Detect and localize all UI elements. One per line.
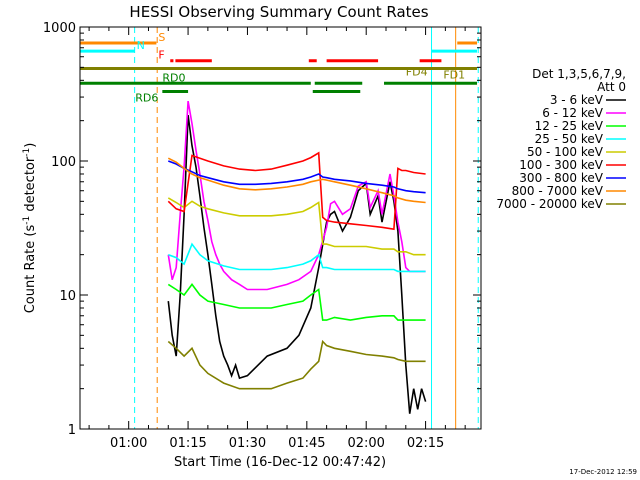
flag-label-rd6: RD6 bbox=[135, 92, 158, 105]
x-tick-label: 01:15 bbox=[169, 436, 206, 451]
y-tick-label: 10 bbox=[59, 289, 76, 304]
legend-label: 12 - 25 keV bbox=[535, 119, 604, 133]
flag-label-n: N bbox=[137, 39, 145, 52]
legend-label: 6 - 12 keV bbox=[542, 106, 604, 120]
y-axis-label-end: ) bbox=[23, 143, 38, 148]
legend-label: 25 - 50 keV bbox=[535, 132, 604, 146]
series-line-4 bbox=[167, 197, 426, 256]
series-line-5 bbox=[167, 151, 426, 231]
flag-label-rd0: RD0 bbox=[162, 71, 185, 84]
plot-area: SNF FD1 RD0 FD4 RD6 bbox=[80, 27, 479, 429]
y-axis-label-sup: -1 bbox=[22, 216, 32, 225]
y-axis-label-sup2: -1 bbox=[22, 148, 32, 157]
series-line-2 bbox=[167, 283, 426, 321]
series-line-8 bbox=[167, 339, 426, 390]
y-tick-label: 1 bbox=[68, 423, 76, 438]
legend-label: 3 - 6 keV bbox=[550, 93, 604, 107]
series-line-6 bbox=[168, 160, 426, 194]
series-line-1 bbox=[167, 100, 426, 291]
series-line-3 bbox=[168, 242, 426, 273]
y-axis-label: Count Rate (s-1 detector-1) bbox=[22, 143, 38, 314]
flag-label-s: S bbox=[158, 31, 165, 44]
flag-label-f: F bbox=[158, 49, 164, 62]
x-tick-label: 01:30 bbox=[229, 436, 266, 451]
x-tick-label: 02:15 bbox=[407, 436, 444, 451]
y-tick-label: 100 bbox=[51, 155, 76, 170]
y-tick-label: 1000 bbox=[43, 21, 76, 36]
timestamp: 17-Dec-2012 12:59 bbox=[569, 468, 637, 476]
flag-label-fd1: FD1 bbox=[443, 69, 465, 82]
y-axis: 1 10 100 1000 bbox=[43, 21, 481, 438]
plot-frame bbox=[79, 26, 482, 430]
flag-label-fd4: FD4 bbox=[406, 65, 428, 78]
legend-header-line1: Det 1,3,5,6,7,9, bbox=[532, 67, 626, 81]
x-tick-label: 01:00 bbox=[110, 436, 147, 451]
legend-header-line2: Att 0 bbox=[597, 80, 626, 94]
legend-label: 100 - 300 keV bbox=[519, 158, 603, 172]
chart-title: HESSI Observing Summary Count Rates bbox=[129, 3, 428, 21]
x-axis: 01:00 01:15 01:30 01:45 02:00 02:15 bbox=[88, 27, 466, 451]
x-tick-label: 01:45 bbox=[288, 436, 325, 451]
series-line-7 bbox=[167, 157, 426, 204]
x-tick-label: 02:00 bbox=[347, 436, 384, 451]
legend-label: 800 - 7000 keV bbox=[512, 184, 604, 198]
y-axis-label-mid: detector bbox=[23, 156, 38, 216]
x-axis-label: Start Time (16-Dec-12 00:47:42) bbox=[174, 455, 386, 470]
legend-label: 300 - 800 keV bbox=[519, 171, 603, 185]
legend-label: 7000 - 20000 keV bbox=[496, 197, 603, 211]
legend-label: 50 - 100 keV bbox=[527, 145, 604, 159]
y-axis-label-main: Count Rate (s bbox=[23, 225, 38, 314]
